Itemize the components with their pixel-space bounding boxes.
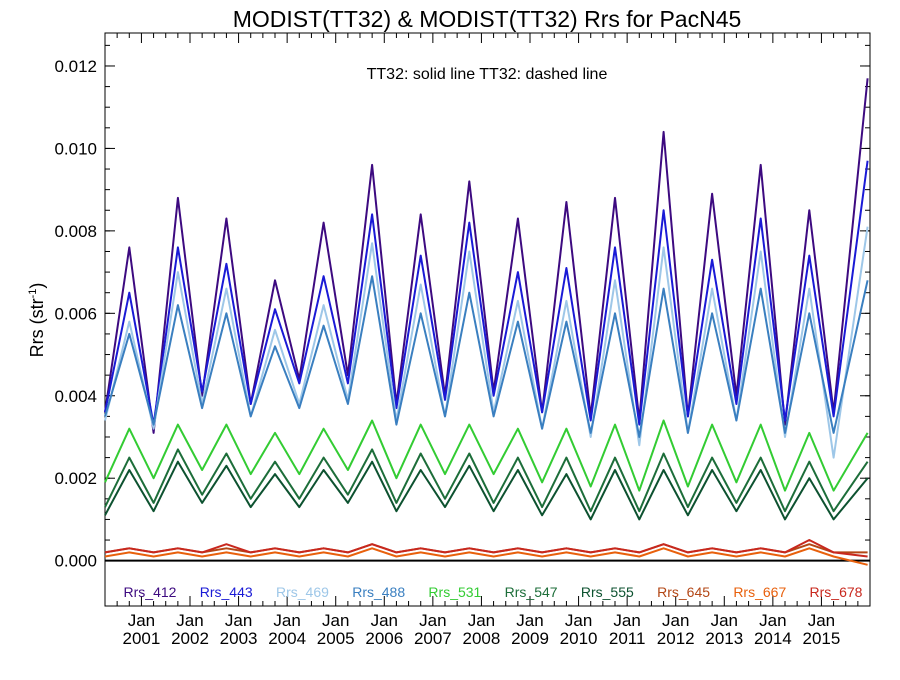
x-tick-label-year: 2004: [268, 629, 306, 648]
x-tick-label-month: Jan: [371, 611, 398, 630]
x-tick-label-month: Jan: [273, 611, 300, 630]
legend-entry: Rrs_555: [581, 584, 634, 600]
y-tick-label: 0.002: [54, 469, 97, 488]
chart-annotation: TT32: solid line TT32: dashed line: [367, 66, 608, 83]
plot-frame: [104, 32, 871, 607]
series-line-rrs-547: [104, 448, 869, 513]
x-tick-label-year: 2006: [365, 629, 403, 648]
x-tick-label-month: Jan: [662, 611, 689, 630]
x-tick-label-month: Jan: [516, 611, 543, 630]
legend-entry: Rrs_488: [352, 584, 405, 600]
series-line-rrs-443: [104, 160, 869, 426]
x-tick-label-month: Jan: [128, 611, 155, 630]
x-tick-label-year: 2012: [657, 629, 695, 648]
y-tick-label: 0.004: [54, 387, 97, 406]
legend-entry: Rrs_443: [200, 584, 253, 600]
legend-entry: Rrs_469: [276, 584, 329, 600]
y-axis-label-main: Rrs (str: [27, 298, 47, 357]
x-tick-label-month: Jan: [565, 611, 592, 630]
legend-entry: Rrs_547: [505, 584, 558, 600]
x-tick-label-year: 2010: [560, 629, 598, 648]
x-tick-label-year: 2008: [463, 629, 501, 648]
x-tick-label-year: 2014: [754, 629, 792, 648]
y-axis-label: Rrs (str-1): [27, 283, 47, 358]
x-tick-label-month: Jan: [468, 611, 495, 630]
series-line-rrs-531: [104, 419, 869, 492]
x-tick-label-month: Jan: [711, 611, 738, 630]
series-line-rrs-488: [104, 275, 869, 438]
y-axis-label-sup: -1: [27, 289, 39, 299]
x-tick-label-month: Jan: [419, 611, 446, 630]
y-axis-label-close: ): [27, 283, 47, 289]
legend-entry: Rrs_678: [810, 584, 863, 600]
x-tick-label-year: 2015: [803, 629, 841, 648]
y-tick-label: 0.008: [54, 222, 97, 241]
series-line-rrs-412: [104, 78, 869, 434]
y-tick-label: 0.012: [54, 57, 97, 76]
x-tick-label-month: Jan: [225, 611, 252, 630]
x-tick-label-month: Jan: [613, 611, 640, 630]
series-line-rrs-678: [104, 539, 868, 558]
series-line-rrs-555: [104, 460, 869, 521]
x-tick-label-year: 2002: [171, 629, 209, 648]
x-tick-label-year: 2005: [317, 629, 355, 648]
x-tick-label-month: Jan: [322, 611, 349, 630]
plot-area: 0.0000.0020.0040.0060.0080.0100.012Jan20…: [54, 32, 871, 648]
x-tick-label-year: 2011: [609, 629, 646, 648]
chart-title: MODIST(TT32) & MODIST(TT32) Rrs for PacN…: [233, 6, 742, 32]
legend-entry: Rrs_531: [428, 584, 481, 600]
x-tick-label-month: Jan: [808, 611, 835, 630]
x-tick-label-year: 2007: [414, 629, 452, 648]
legend-entry: Rrs_645: [657, 584, 710, 600]
x-tick-label-year: 2013: [705, 629, 743, 648]
y-tick-label: 0.006: [54, 304, 97, 323]
x-tick-label-month: Jan: [176, 611, 203, 630]
y-tick-label: 0.000: [54, 552, 97, 571]
x-tick-label-year: 2001: [123, 629, 161, 648]
legend-entry: Rrs_412: [124, 584, 177, 600]
x-tick-label-year: 2009: [511, 629, 549, 648]
x-tick-label-year: 2003: [220, 629, 258, 648]
legend-entry: Rrs_667: [733, 584, 786, 600]
y-tick-label: 0.010: [54, 139, 97, 158]
x-tick-label-month: Jan: [759, 611, 786, 630]
series-line-rrs-667: [104, 547, 868, 566]
